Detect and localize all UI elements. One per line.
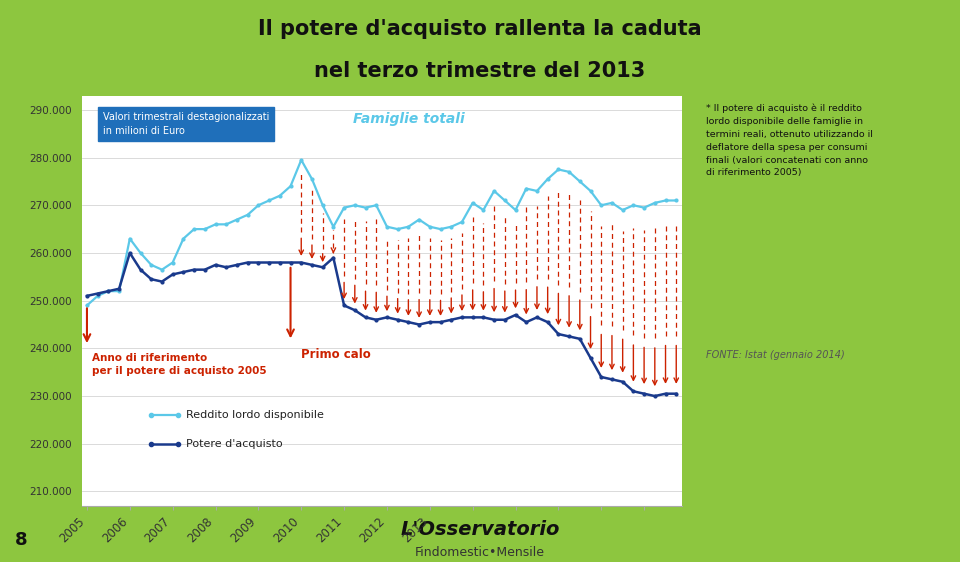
Text: Potere d'acquisto: Potere d'acquisto <box>185 439 282 449</box>
Text: Famiglie totali: Famiglie totali <box>352 112 465 126</box>
Text: Anno di riferimento
per il potere di acquisto 2005: Anno di riferimento per il potere di acq… <box>92 353 267 377</box>
Text: Il potere d'acquisto rallenta la caduta: Il potere d'acquisto rallenta la caduta <box>258 19 702 39</box>
Text: FONTE: Istat (gennaio 2014): FONTE: Istat (gennaio 2014) <box>707 350 845 360</box>
Text: Valori trimestrali destagionalizzati
in milioni di Euro: Valori trimestrali destagionalizzati in … <box>103 112 270 136</box>
Text: Primo calo: Primo calo <box>301 348 371 361</box>
Text: * Il potere di acquisto è il reddito
lordo disponibile delle famiglie in
termini: * Il potere di acquisto è il reddito lor… <box>707 104 873 178</box>
Text: L'Osservatorio: L'Osservatorio <box>400 520 560 539</box>
Text: Findomestic•Mensile: Findomestic•Mensile <box>415 546 545 559</box>
Text: nel terzo trimestre del 2013: nel terzo trimestre del 2013 <box>314 61 646 81</box>
Text: 8: 8 <box>14 531 27 549</box>
Text: Reddito lordo disponibile: Reddito lordo disponibile <box>185 410 324 420</box>
